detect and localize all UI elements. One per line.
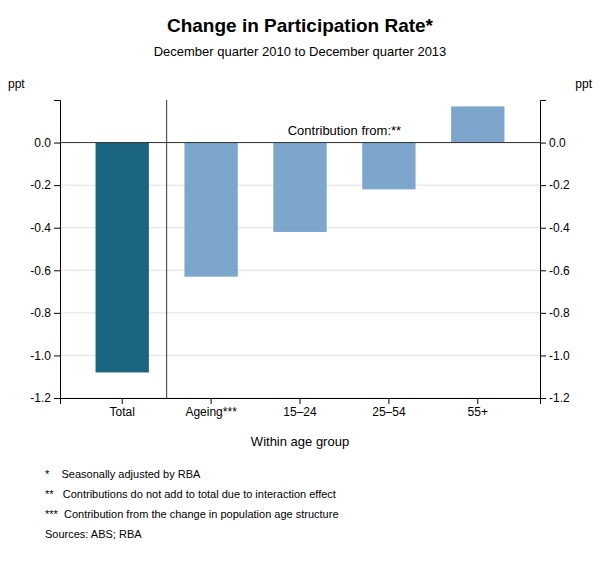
footnote: *** Contribution from the change in popu… [45,508,339,520]
tick-mark [540,270,546,271]
grid [60,143,540,398]
tick-label: -1.2 [549,391,570,405]
tick: -0.2 [540,178,570,192]
tick: -1.2 [540,391,570,405]
tick: Total [110,398,135,419]
bar [451,106,504,142]
tick-mark [388,398,389,404]
tick: -0.4 [30,221,60,235]
tick-label: -0.6 [30,264,51,278]
bars [96,106,505,372]
tick-mark [122,398,123,404]
tick-mark [540,355,546,356]
subtitle: December quarter 2010 to December quarte… [154,44,447,59]
tick-label: -1.0 [30,349,51,363]
tick: Ageing*** [185,398,237,419]
tick-label: -0.2 [549,178,570,192]
tick: -1.0 [540,349,570,363]
bar [273,143,326,232]
tick-mark [54,185,60,186]
tick-mark [54,398,60,399]
tick-mark [54,355,60,356]
footnote: Sources: ABS; RBA [45,528,142,540]
tick: 55+ [468,398,488,419]
tick-mark [540,313,546,314]
tick-label: Total [110,405,135,419]
tick: -0.8 [30,306,60,320]
y-axis-title: ppt [8,77,25,91]
chart: -1.2-1.0-0.8-0.6-0.4-0.20.0-1.2-1.0-0.8-… [0,0,600,573]
grid-line [60,142,540,143]
tick-mark [477,398,478,404]
tick-label: -0.8 [30,306,51,320]
tick-label: -1.2 [30,391,51,405]
tick-mark [54,228,60,229]
bar [96,143,149,373]
tick-label: -0.4 [549,221,570,235]
tick: 25–54 [372,398,406,419]
tick-label: 0.0 [549,136,566,150]
axis-line [541,101,547,399]
tick-label: 55+ [468,405,488,419]
tick: 0.0 [540,136,566,150]
tick-label: 15–24 [283,405,317,419]
tick-label: 0.0 [34,136,51,150]
tick: 0.0 [34,136,60,150]
y2-axis: -1.2 -1.0 -0.8 -0.6 -0.4 -0.2 0.0 [540,101,570,406]
annotation: Contribution from:** [288,123,401,138]
title: Change in Participation Rate* [167,15,434,36]
tick-mark [540,143,546,144]
footnote: * Seasonally adjusted by RBA [45,468,201,480]
footnote: ** Contributions do not add to total due… [45,488,336,500]
x-axis: Total Ageing*** 15–24 25–54 55+ [61,398,541,419]
tick-label: -1.0 [549,349,570,363]
plot: -1.2-1.0-0.8-0.6-0.4-0.20.0-1.2-1.0-0.8-… [8,77,593,449]
tick-label: -0.2 [30,178,51,192]
tick: -1.0 [30,349,60,363]
tick: -0.2 [30,178,60,192]
tick: 15–24 [283,398,317,419]
axis-line [54,101,61,399]
tick-mark [54,313,60,314]
tick-label: -0.4 [30,221,51,235]
bar [362,143,415,190]
zero-line [60,142,540,143]
tick: -0.8 [540,306,570,320]
tick-mark [540,185,546,186]
tick-mark [540,228,546,229]
y2-axis-title: ppt [575,77,592,91]
tick-label: Ageing*** [185,405,237,419]
x-axis-title: Within age group [251,434,349,449]
tick-label: -0.6 [549,264,570,278]
tick: -0.6 [30,264,60,278]
bar [184,143,237,277]
tick-mark [54,143,60,144]
tick: -0.4 [540,221,570,235]
divider [166,100,167,398]
y-axis: -1.2 -1.0 -0.8 -0.6 -0.4 -0.2 0.0 [30,101,60,406]
axis-line [61,399,541,405]
tick-label: 25–54 [372,405,406,419]
tick-mark [300,398,301,404]
footnotes: * Seasonally adjusted by RBA ** Contribut… [45,468,339,540]
tick-mark [54,270,60,271]
tick-mark [211,398,212,404]
tick: -1.2 [30,391,60,405]
tick: -0.6 [540,264,570,278]
tick-label: -0.8 [549,306,570,320]
